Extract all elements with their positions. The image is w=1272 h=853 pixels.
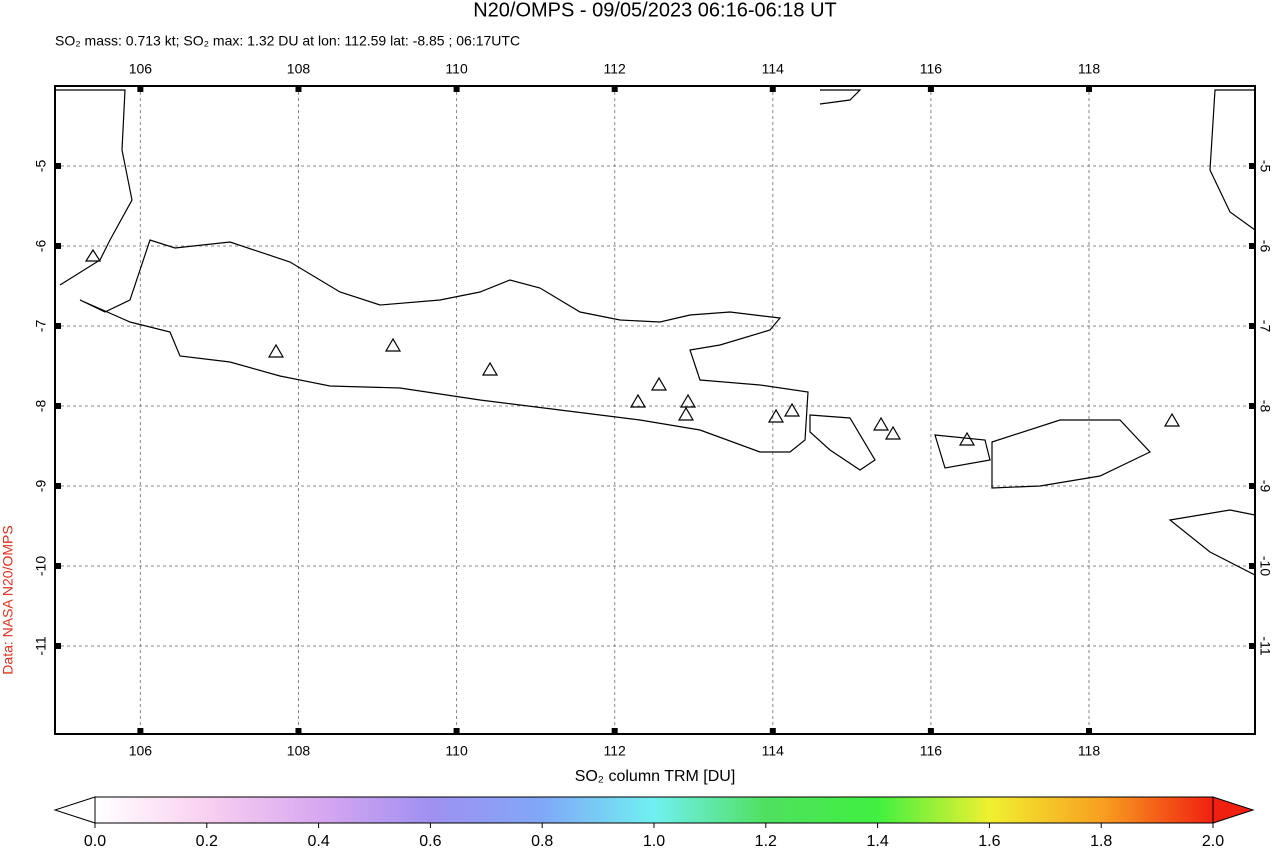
colorbar-tick-label: 0.4	[307, 833, 329, 850]
y-tick-label: -5	[33, 160, 49, 173]
y-tick-label: -10	[33, 556, 49, 576]
y-tick-label: -7	[1257, 320, 1272, 333]
colorbar-tick-label: 1.0	[643, 833, 665, 850]
y-tick-label: -5	[1257, 160, 1272, 173]
y-tick-label: -8	[33, 400, 49, 413]
colorbar-tick-label: 1.6	[978, 833, 1000, 850]
colorbar-tick-label: 0.0	[84, 833, 106, 850]
colorbar-tick-label: 1.8	[1090, 833, 1112, 850]
coastline-east	[1209, 89, 1256, 232]
subtitle: SO₂ mass: 0.713 kt; SO₂ max: 1.32 DU at …	[55, 33, 520, 49]
colorbar-tick-label: 0.2	[196, 833, 218, 850]
x-tick-label: 112	[604, 61, 627, 77]
colorbar-tick-label: 0.8	[531, 833, 553, 850]
y-tick-label: -11	[33, 636, 49, 655]
coastline-lombok	[934, 434, 991, 469]
colorbar-high-arrow	[1212, 796, 1255, 824]
y-tick-label: -7	[33, 320, 49, 333]
y-tick-label: -8	[1257, 400, 1272, 413]
coastline-java	[79, 239, 809, 453]
colorbar-tick-label: 1.2	[755, 833, 777, 850]
coastline-borneo	[819, 89, 862, 105]
colorbar-label: SO₂ column TRM [DU]	[575, 768, 736, 785]
title: N20/OMPS - 09/05/2023 06:16-06:18 UT	[473, 0, 837, 21]
x-tick-label: 108	[287, 61, 311, 77]
x-tick-label: 112	[604, 743, 627, 759]
coastline-bali	[809, 414, 876, 471]
y-tick-label: -11	[1257, 636, 1272, 655]
y-tick-label: -6	[1257, 240, 1272, 253]
colorbar-tick-label: 0.6	[419, 833, 441, 850]
x-tick-label: 114	[762, 743, 785, 759]
y-tick-label: -6	[33, 240, 49, 253]
y-tick-label: -10	[1257, 556, 1272, 576]
x-tick-label: 118	[1078, 743, 1101, 759]
map-frame	[54, 85, 1256, 735]
x-tick-label: 110	[445, 61, 468, 77]
x-tick-label: 116	[920, 61, 943, 77]
x-tick-label: 116	[920, 743, 943, 759]
x-tick-label: 114	[762, 61, 785, 77]
x-tick-label: 108	[287, 743, 311, 759]
colorbar-low-arrow	[53, 796, 96, 824]
x-tick-label: 106	[129, 743, 153, 759]
colorbar-tick-label: 1.4	[866, 833, 888, 850]
x-tick-label: 110	[445, 743, 468, 759]
colorbar-tick-label: 2.0	[1202, 833, 1224, 850]
coastline-sumbawa	[991, 419, 1151, 489]
grid	[55, 86, 1255, 734]
volcanoes	[84, 248, 1181, 446]
credit: Data: NASA N20/OMPS	[0, 525, 16, 674]
y-tick-label: -9	[33, 480, 49, 493]
x-tick-label: 118	[1078, 61, 1101, 77]
volcano-markers	[84, 248, 1181, 446]
colorbar	[94, 796, 1214, 824]
coastline-sumba	[1168, 509, 1256, 576]
y-tick-label: -9	[1257, 480, 1272, 493]
x-tick-label: 106	[129, 61, 153, 77]
